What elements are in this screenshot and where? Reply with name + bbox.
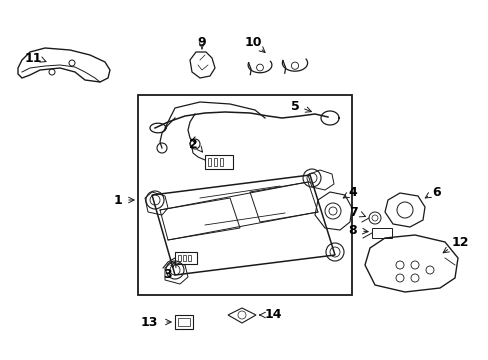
Bar — [178, 255, 181, 261]
Text: 2: 2 — [188, 139, 197, 152]
Text: 5: 5 — [290, 99, 299, 112]
Bar — [204, 155, 232, 169]
Bar — [187, 255, 191, 261]
Bar — [207, 158, 210, 166]
Text: 11: 11 — [24, 51, 41, 64]
Text: 9: 9 — [197, 36, 206, 49]
Bar — [175, 252, 197, 264]
Bar — [371, 228, 391, 238]
Text: 8: 8 — [347, 224, 356, 237]
Bar — [183, 255, 185, 261]
Text: 1: 1 — [113, 194, 122, 207]
Bar — [138, 95, 351, 295]
Text: 10: 10 — [244, 36, 261, 49]
Text: 7: 7 — [348, 207, 357, 220]
Text: 6: 6 — [431, 185, 440, 198]
Bar — [214, 158, 217, 166]
Text: 3: 3 — [163, 269, 172, 282]
Bar — [220, 158, 223, 166]
Text: 13: 13 — [141, 315, 158, 328]
Text: 4: 4 — [347, 186, 356, 199]
Text: 12: 12 — [451, 237, 468, 249]
Bar — [175, 315, 193, 329]
Text: 14: 14 — [264, 309, 282, 321]
Bar — [178, 318, 190, 326]
